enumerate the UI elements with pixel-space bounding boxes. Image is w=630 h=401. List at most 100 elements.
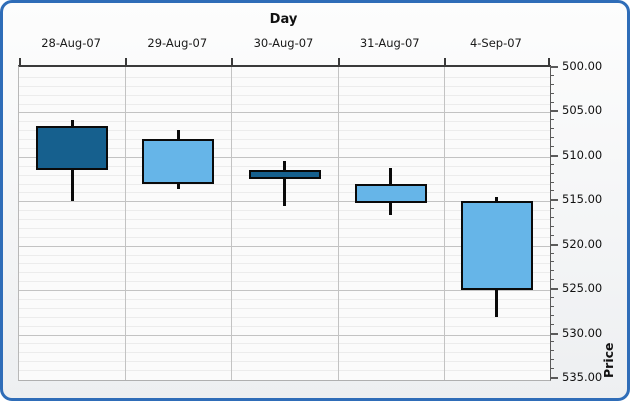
y-axis-minor-tick xyxy=(550,323,554,325)
y-axis: 500.00 505.00 510.00 515.00 520.00 525.00 530.… xyxy=(550,59,620,384)
minor-gridline xyxy=(19,325,550,327)
y-axis-minor-tick xyxy=(550,83,554,85)
y-axis-minor-tick xyxy=(550,101,554,103)
y-axis-major-tick xyxy=(550,110,558,113)
chart-title: Day xyxy=(269,12,298,27)
y-axis-minor-tick xyxy=(550,252,554,254)
y-axis-minor-tick xyxy=(550,261,554,263)
x-axis-label: 4-Sep-07 xyxy=(469,36,522,50)
minor-gridline xyxy=(19,254,550,256)
minor-gridline xyxy=(19,352,550,354)
minor-gridline xyxy=(19,94,550,96)
candle-wick xyxy=(283,161,286,206)
y-axis-minor-tick xyxy=(550,225,554,227)
x-axis-tick xyxy=(19,58,21,65)
y-axis-minor-tick xyxy=(550,350,554,352)
y-axis-minor-tick xyxy=(550,234,554,236)
x-axis-label: 28-Aug-07 xyxy=(41,36,101,50)
y-axis-minor-tick xyxy=(550,314,554,316)
x-axis-labels: 28-Aug-07 29-Aug-07 30-Aug-07 31-Aug-07 4-Se… xyxy=(18,36,549,52)
x-axis-label: 29-Aug-07 xyxy=(147,36,208,50)
y-axis-major-tick xyxy=(550,243,558,246)
candle-body xyxy=(460,201,533,291)
major-gridline xyxy=(19,112,550,114)
x-axis-tick xyxy=(548,58,550,65)
minor-gridline xyxy=(19,147,550,149)
y-axis-tick-label: 505.00 xyxy=(562,103,603,118)
y-axis-minor-tick xyxy=(550,145,554,147)
minor-gridline xyxy=(19,103,550,105)
x-axis-tick xyxy=(338,58,340,65)
candle-body xyxy=(354,183,427,204)
y-axis-major-tick xyxy=(550,199,558,202)
minor-gridline xyxy=(19,370,550,372)
minor-gridline xyxy=(19,263,550,265)
minor-gridline xyxy=(19,85,550,87)
y-axis-tick-label: 500.00 xyxy=(562,59,603,73)
candle-body xyxy=(142,139,215,184)
minor-gridline xyxy=(19,316,550,318)
plot-area xyxy=(18,58,551,381)
y-axis-minor-tick xyxy=(550,341,554,343)
y-axis-minor-tick xyxy=(550,137,554,139)
major-gridline xyxy=(19,156,550,158)
minor-gridline xyxy=(19,227,550,229)
y-axis-minor-tick xyxy=(550,172,554,174)
y-axis-tick-label: 520.00 xyxy=(562,236,603,251)
minor-gridline xyxy=(19,281,550,283)
candle-body xyxy=(36,125,109,171)
y-axis-tick-label: 515.00 xyxy=(562,192,603,207)
minor-gridline xyxy=(19,343,550,345)
y-axis-major-tick xyxy=(550,377,558,379)
minor-gridline xyxy=(19,299,550,301)
y-axis-major-tick xyxy=(550,154,558,157)
category-gridline xyxy=(444,67,445,380)
y-axis-major-tick xyxy=(550,288,558,291)
category-gridline xyxy=(231,67,232,380)
minor-gridline xyxy=(19,139,550,141)
y-axis-tick-label: 525.00 xyxy=(562,281,603,296)
minor-gridline xyxy=(19,236,550,238)
minor-gridline xyxy=(19,307,550,309)
y-axis-minor-tick xyxy=(550,217,554,219)
x-axis-label: 31-Aug-07 xyxy=(359,36,420,50)
minor-gridline xyxy=(19,121,550,123)
y-axis-minor-tick xyxy=(550,297,554,299)
category-gridline xyxy=(338,67,339,380)
category-gridline xyxy=(125,67,126,380)
y-axis-minor-tick xyxy=(550,74,554,76)
y-axis-minor-tick xyxy=(550,163,554,165)
y-axis-minor-tick xyxy=(550,279,554,281)
y-axis-major-tick xyxy=(550,66,558,68)
minor-gridline xyxy=(19,272,550,274)
minor-gridline xyxy=(19,130,550,132)
major-gridline xyxy=(19,334,550,336)
y-axis-minor-tick xyxy=(550,208,554,210)
y-axis-minor-tick xyxy=(550,128,554,130)
y-axis-minor-tick xyxy=(550,368,554,370)
major-gridline xyxy=(19,290,550,292)
minor-gridline xyxy=(19,210,550,212)
candle-body xyxy=(248,170,321,180)
y-axis-major-tick xyxy=(550,332,558,335)
y-axis-minor-tick xyxy=(550,359,554,361)
y-axis-minor-tick xyxy=(550,190,554,192)
y-axis-minor-tick xyxy=(550,181,554,183)
y-axis-tick-label: 535.00 xyxy=(562,370,603,384)
minor-gridline xyxy=(19,361,550,363)
y-axis-tick-label: 510.00 xyxy=(562,147,603,162)
y-axis-title: Price xyxy=(601,342,616,379)
x-axis-tick xyxy=(444,58,446,65)
y-axis-tick-label: 530.00 xyxy=(562,325,603,340)
major-gridline xyxy=(19,245,550,247)
x-axis-tick xyxy=(125,58,127,65)
y-axis-minor-tick xyxy=(550,92,554,94)
minor-gridline xyxy=(19,219,550,221)
x-axis-label: 30-Aug-07 xyxy=(253,36,314,50)
minor-gridline xyxy=(19,76,550,78)
x-axis-tick xyxy=(231,58,233,65)
y-axis-minor-tick xyxy=(550,119,554,121)
y-axis-minor-tick xyxy=(550,305,554,307)
